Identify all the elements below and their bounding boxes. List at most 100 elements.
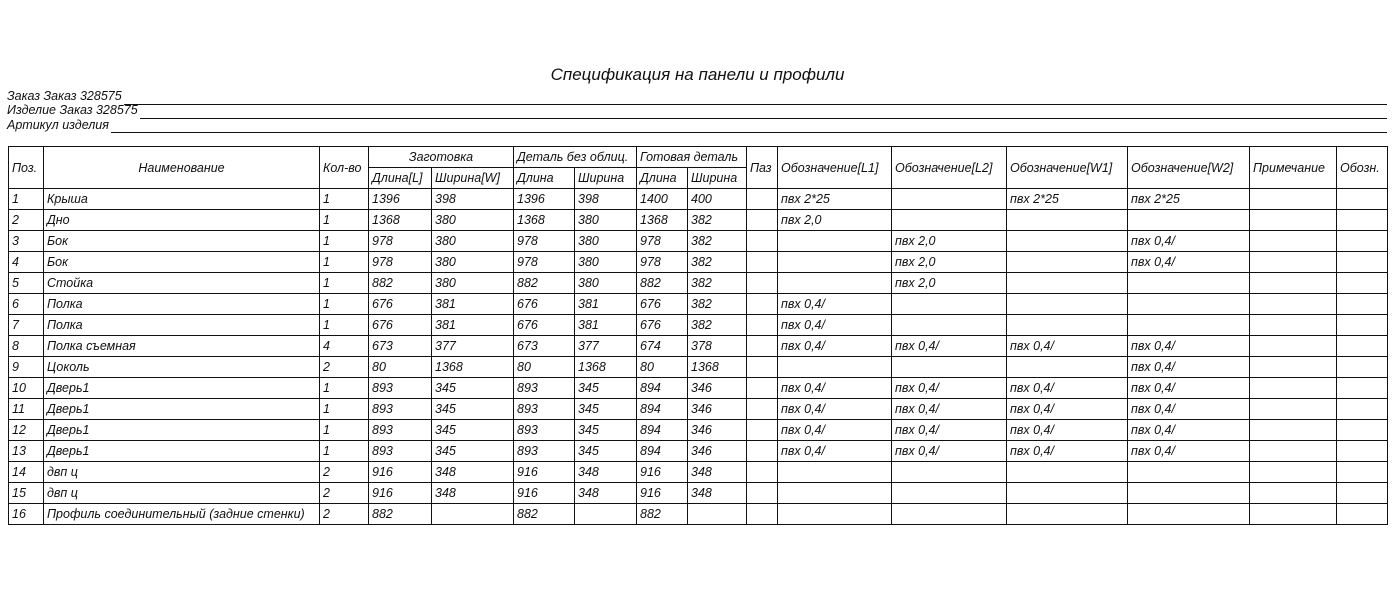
table-cell: 916 <box>368 482 432 504</box>
table-cell: 380 <box>431 272 514 294</box>
table-cell <box>1006 482 1128 504</box>
table-cell: 673 <box>513 335 575 357</box>
table-cell: 916 <box>636 461 688 483</box>
table-cell: 1 <box>319 251 369 273</box>
table-cell: 893 <box>513 398 575 420</box>
header-groove: Паз <box>746 146 778 189</box>
table-cell: 1368 <box>636 209 688 231</box>
table-cell <box>1336 314 1388 336</box>
header-blank-width: Ширина[W] <box>431 167 514 189</box>
order-field: Заказ Заказ 328575 <box>7 89 1387 105</box>
table-cell: 882 <box>513 503 575 525</box>
table-cell: пвх 0,4/ <box>1006 419 1128 441</box>
table-cell: 674 <box>636 335 688 357</box>
table-cell: 882 <box>636 503 688 525</box>
table-cell: пвх 0,4/ <box>1127 377 1250 399</box>
table-cell: 916 <box>368 461 432 483</box>
table-cell: 348 <box>431 482 514 504</box>
table-cell <box>1006 314 1128 336</box>
table-cell: пвх 0,4/ <box>1006 440 1128 462</box>
table-cell: 893 <box>513 440 575 462</box>
table-cell: 1400 <box>636 188 688 210</box>
table-cell: 4 <box>8 251 44 273</box>
table-cell: 377 <box>574 335 637 357</box>
table-cell: 5 <box>8 272 44 294</box>
table-cell: 882 <box>368 503 432 525</box>
table-cell <box>1336 461 1388 483</box>
table-cell <box>1006 251 1128 273</box>
table-cell <box>891 461 1007 483</box>
table-cell: 80 <box>513 356 575 378</box>
table-cell: пвх 0,4/ <box>1127 335 1250 357</box>
header-blank: Заготовка <box>368 146 514 168</box>
table-cell: 916 <box>636 482 688 504</box>
table-cell <box>1127 209 1250 231</box>
table-cell <box>746 188 778 210</box>
table-cell: 2 <box>319 503 369 525</box>
table-cell <box>891 188 1007 210</box>
table-cell: 1 <box>319 272 369 294</box>
table-cell <box>1249 356 1337 378</box>
table-row: 12 Дверь1 1 893 345 893 345 894 346 пвх 0,4/пвх 0… <box>8 419 1388 441</box>
table-cell <box>1006 461 1128 483</box>
table-cell: пвх 0,4/ <box>777 314 892 336</box>
table-cell: 345 <box>431 440 514 462</box>
table-cell: 345 <box>574 440 637 462</box>
table-cell <box>1127 293 1250 315</box>
table-cell: Дверь1 <box>43 419 320 441</box>
table-cell: 2 <box>319 356 369 378</box>
table-cell <box>1006 503 1128 525</box>
table-cell: пвх 2,0 <box>777 209 892 231</box>
table-cell: 382 <box>687 209 747 231</box>
table-cell: 398 <box>431 188 514 210</box>
table-cell <box>1006 356 1128 378</box>
table-cell <box>1249 188 1337 210</box>
table-cell: пвх 0,4/ <box>891 398 1007 420</box>
table-cell: Полка <box>43 314 320 336</box>
table-cell: Бок <box>43 230 320 252</box>
header-w1: Обозначение[W1] <box>1006 146 1128 189</box>
table-cell: 916 <box>513 461 575 483</box>
table-cell: 1396 <box>513 188 575 210</box>
table-cell: пвх 0,4/ <box>1127 440 1250 462</box>
table-cell <box>746 251 778 273</box>
table-cell: 1 <box>319 314 369 336</box>
product-label: Изделие Заказ 328575 <box>7 103 138 117</box>
table-cell: 8 <box>8 335 44 357</box>
header-w2: Обозначение[W2] <box>1127 146 1250 189</box>
table-cell <box>746 356 778 378</box>
table-cell: пвх 0,4/ <box>891 440 1007 462</box>
table-cell: 978 <box>636 251 688 273</box>
table-cell: 345 <box>431 419 514 441</box>
table-cell <box>1336 335 1388 357</box>
table-cell <box>1127 482 1250 504</box>
table-cell: 11 <box>8 398 44 420</box>
header-pos: Поз. <box>8 146 44 189</box>
table-cell: 15 <box>8 482 44 504</box>
table-cell <box>891 482 1007 504</box>
table-cell <box>1336 188 1388 210</box>
table-cell <box>1249 335 1337 357</box>
table-cell <box>1336 440 1388 462</box>
table-cell: пвх 0,4/ <box>1006 335 1128 357</box>
table-cell: 348 <box>687 482 747 504</box>
table-cell: пвх 0,4/ <box>1127 398 1250 420</box>
table-cell: 348 <box>687 461 747 483</box>
table-cell: 673 <box>368 335 432 357</box>
table-cell <box>1336 251 1388 273</box>
table-row: 8 Полка съемная 4 673 377 673 377 674 378 пвх 0,4… <box>8 335 1388 357</box>
table-row: 15 двп ц 2 916 348 916 348 916 348 <box>8 482 1388 504</box>
page-title: Спецификация на панели и профили <box>550 65 845 84</box>
table-cell: 894 <box>636 419 688 441</box>
table-cell: пвх 2,0 <box>891 230 1007 252</box>
table-cell <box>746 377 778 399</box>
table-cell: пвх 0,4/ <box>1127 230 1250 252</box>
table-row: 14 двп ц 2 916 348 916 348 916 348 <box>8 461 1388 483</box>
table-cell <box>1006 230 1128 252</box>
table-cell: пвх 0,4/ <box>777 335 892 357</box>
table-cell <box>1336 503 1388 525</box>
table-cell: 348 <box>574 461 637 483</box>
table-cell <box>891 209 1007 231</box>
table-cell: 1368 <box>431 356 514 378</box>
table-cell: 1 <box>8 188 44 210</box>
